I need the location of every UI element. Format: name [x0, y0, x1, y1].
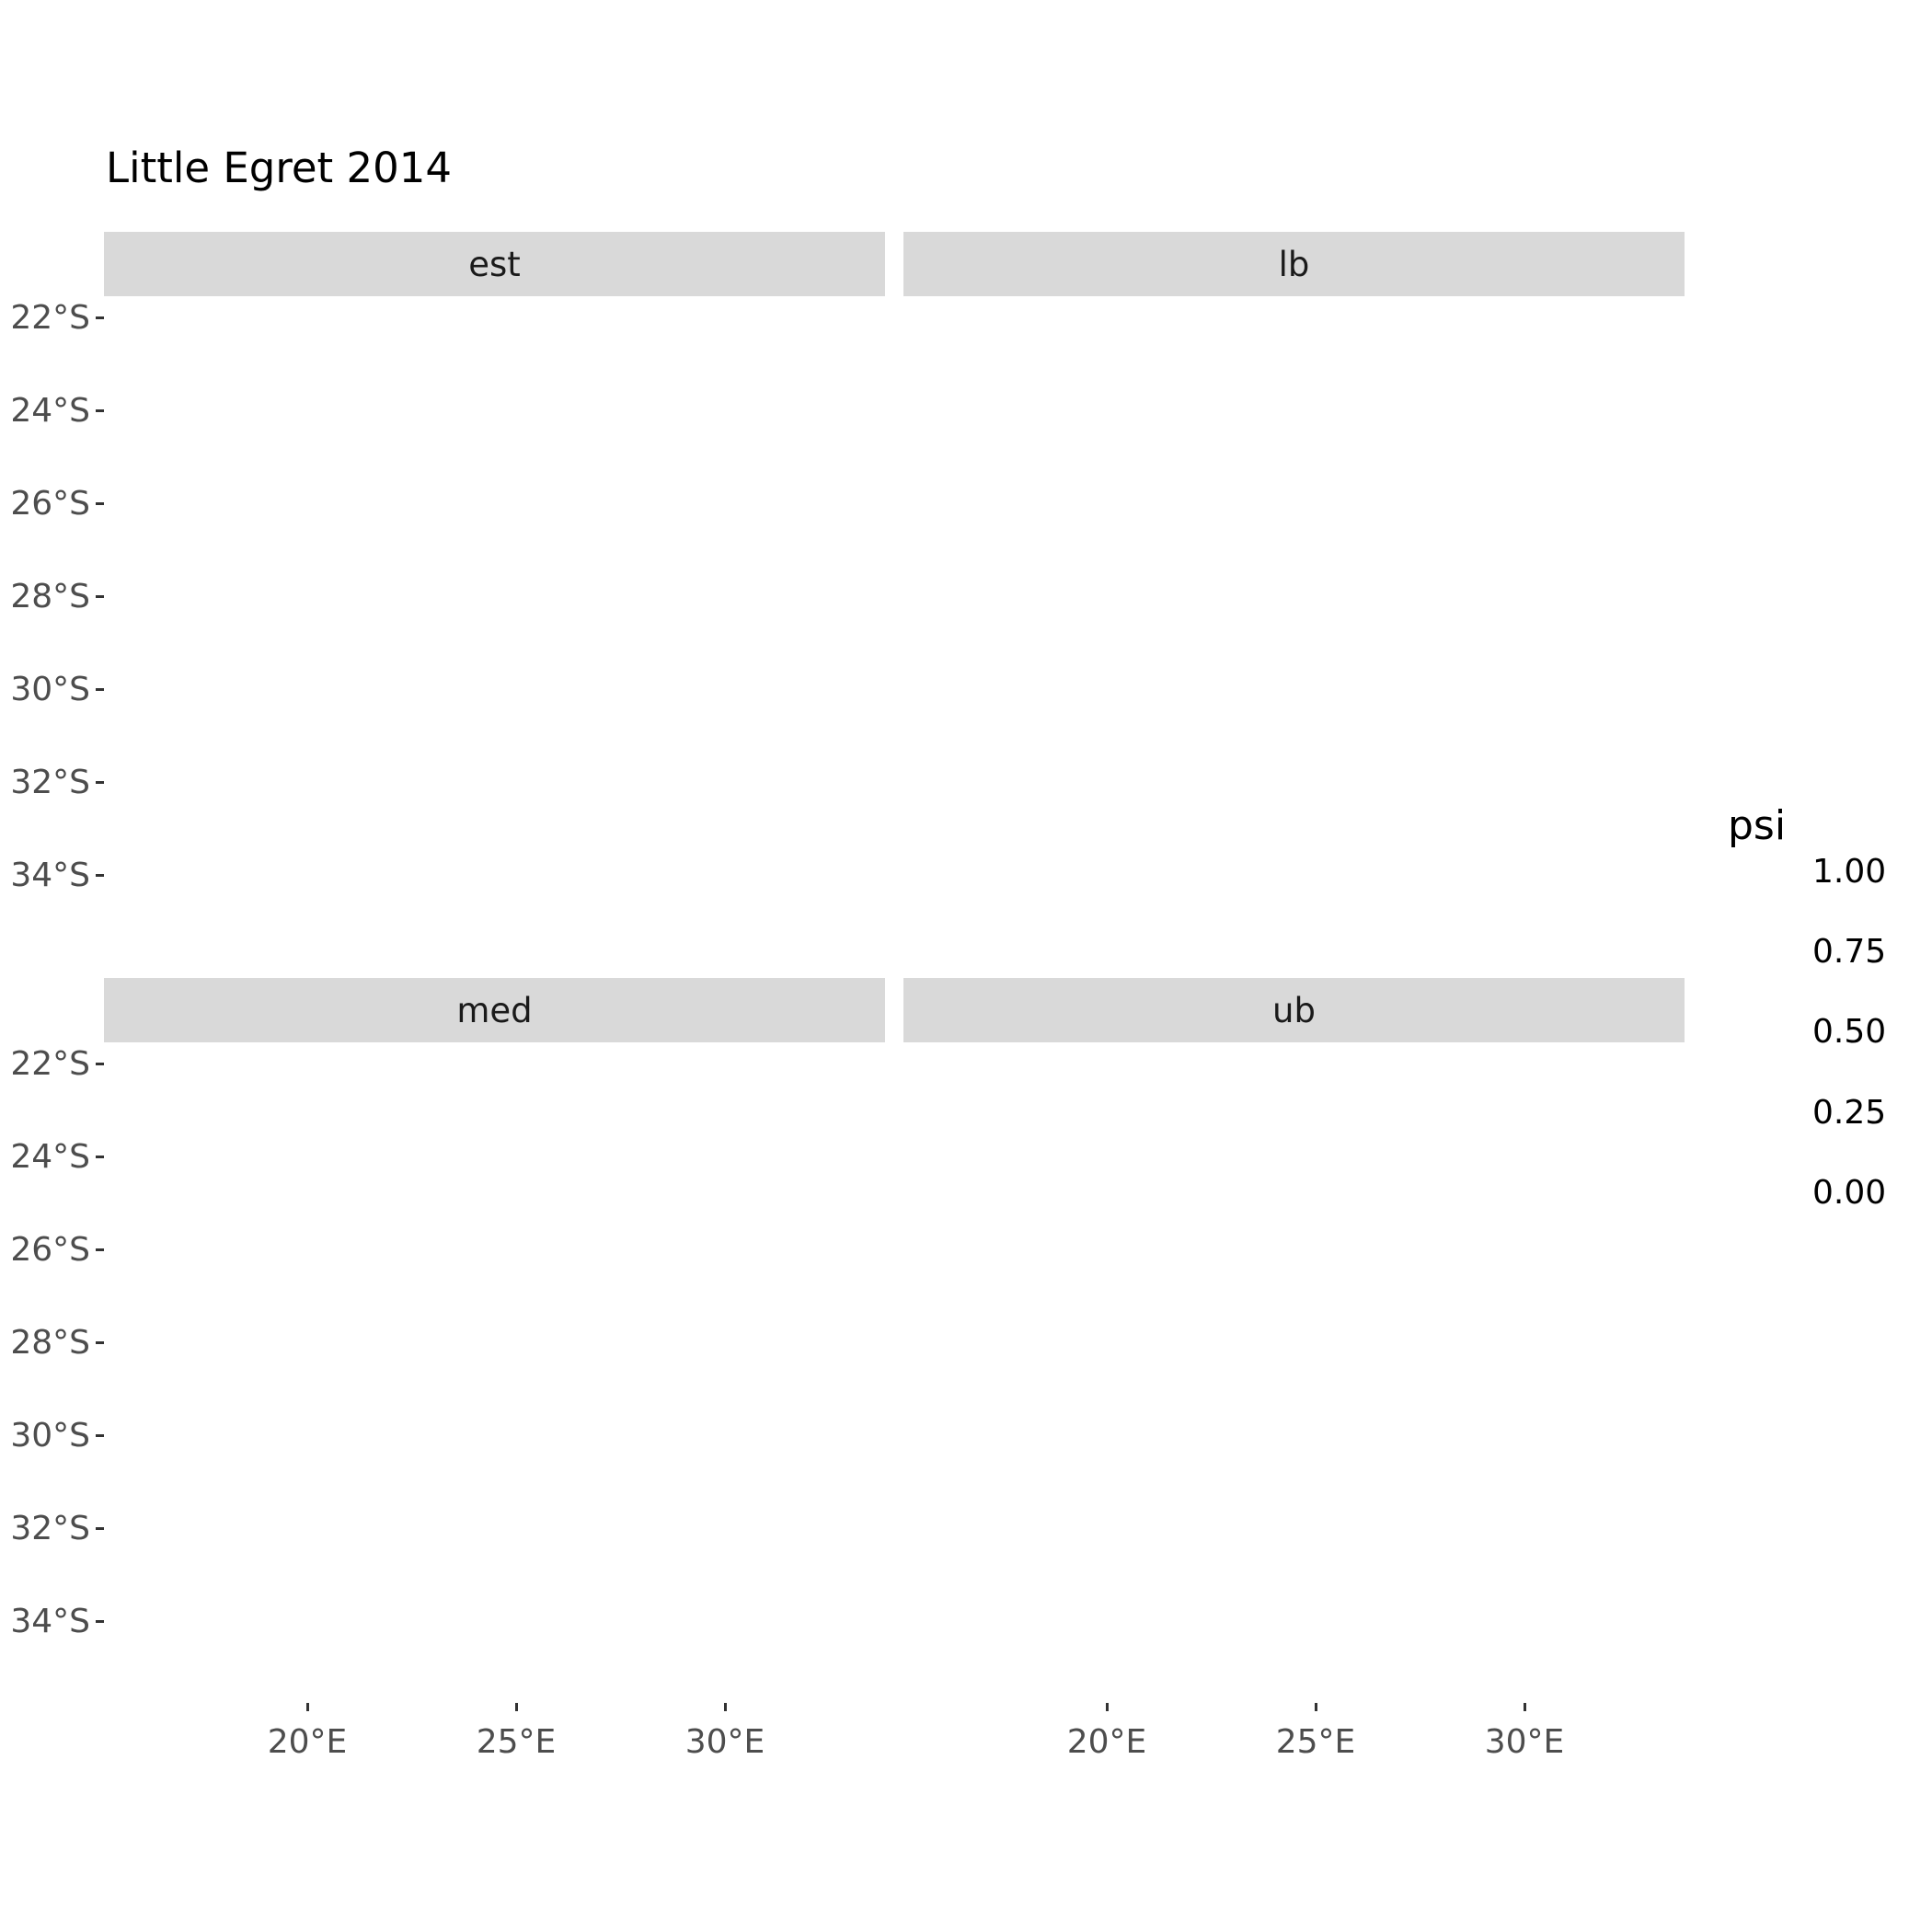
facet-strip-label-ub: ub	[1272, 990, 1316, 1030]
y-tick-label: 34°S	[10, 857, 90, 894]
y-tick-mark	[96, 1620, 104, 1623]
y-tick-label: 26°S	[10, 1231, 90, 1269]
y-tick-mark	[96, 502, 104, 505]
y-tick-mark	[96, 316, 104, 319]
x-tick-label: 25°E	[476, 1723, 557, 1761]
x-tick-mark	[1524, 1703, 1526, 1711]
map-panel-lb	[903, 296, 1685, 957]
y-tick-label: 30°S	[10, 1417, 90, 1455]
facet-strip-label-est: est	[468, 244, 521, 284]
legend-title: psi	[1728, 802, 1787, 849]
legend-tick-label: 0.75	[1812, 933, 1887, 971]
y-tick-mark	[96, 409, 104, 412]
x-tick-mark	[724, 1703, 727, 1711]
facet-strip-est: est	[104, 232, 885, 296]
x-tick-label: 30°E	[684, 1723, 765, 1761]
y-tick-label: 26°S	[10, 485, 90, 523]
y-tick-label: 30°S	[10, 671, 90, 708]
map-panel-ub	[903, 1042, 1685, 1703]
y-tick-mark	[96, 1527, 104, 1530]
y-tick-label: 32°S	[10, 764, 90, 801]
y-tick-mark	[96, 1248, 104, 1251]
y-tick-mark	[96, 1063, 104, 1065]
y-tick-mark	[96, 781, 104, 784]
map-panel-med	[104, 1042, 885, 1703]
y-tick-label: 22°S	[10, 299, 90, 337]
y-tick-label: 34°S	[10, 1603, 90, 1640]
legend-tick-label: 1.00	[1812, 853, 1887, 891]
y-tick-label: 22°S	[10, 1045, 90, 1083]
y-tick-label: 28°S	[10, 1324, 90, 1362]
map-panel-est	[104, 296, 885, 957]
x-tick-label: 30°E	[1484, 1723, 1565, 1761]
facet-strip-ub: ub	[903, 978, 1685, 1042]
facet-strip-label-lb: lb	[1278, 244, 1310, 284]
x-tick-mark	[1106, 1703, 1109, 1711]
x-tick-label: 20°E	[267, 1723, 348, 1761]
y-tick-label: 28°S	[10, 578, 90, 615]
legend-tick-label: 0.25	[1812, 1094, 1887, 1132]
legend-tick-label: 0.50	[1812, 1013, 1887, 1051]
y-tick-label: 24°S	[10, 392, 90, 430]
plot-title: Little Egret 2014	[106, 144, 453, 192]
x-tick-label: 20°E	[1066, 1723, 1147, 1761]
x-tick-mark	[306, 1703, 309, 1711]
x-tick-mark	[515, 1703, 518, 1711]
y-tick-mark	[96, 1341, 104, 1344]
x-tick-mark	[1315, 1703, 1317, 1711]
facet-strip-med: med	[104, 978, 885, 1042]
y-tick-mark	[96, 688, 104, 691]
x-tick-label: 25°E	[1275, 1723, 1356, 1761]
y-tick-mark	[96, 1156, 104, 1158]
y-tick-label: 32°S	[10, 1510, 90, 1547]
y-tick-mark	[96, 595, 104, 598]
facet-strip-label-med: med	[456, 990, 533, 1030]
legend-tick-label: 0.00	[1812, 1174, 1887, 1212]
y-tick-mark	[96, 874, 104, 877]
facet-strip-lb: lb	[903, 232, 1685, 296]
legend-colorbar	[1728, 872, 1794, 1193]
y-tick-mark	[96, 1434, 104, 1437]
y-tick-label: 24°S	[10, 1138, 90, 1176]
